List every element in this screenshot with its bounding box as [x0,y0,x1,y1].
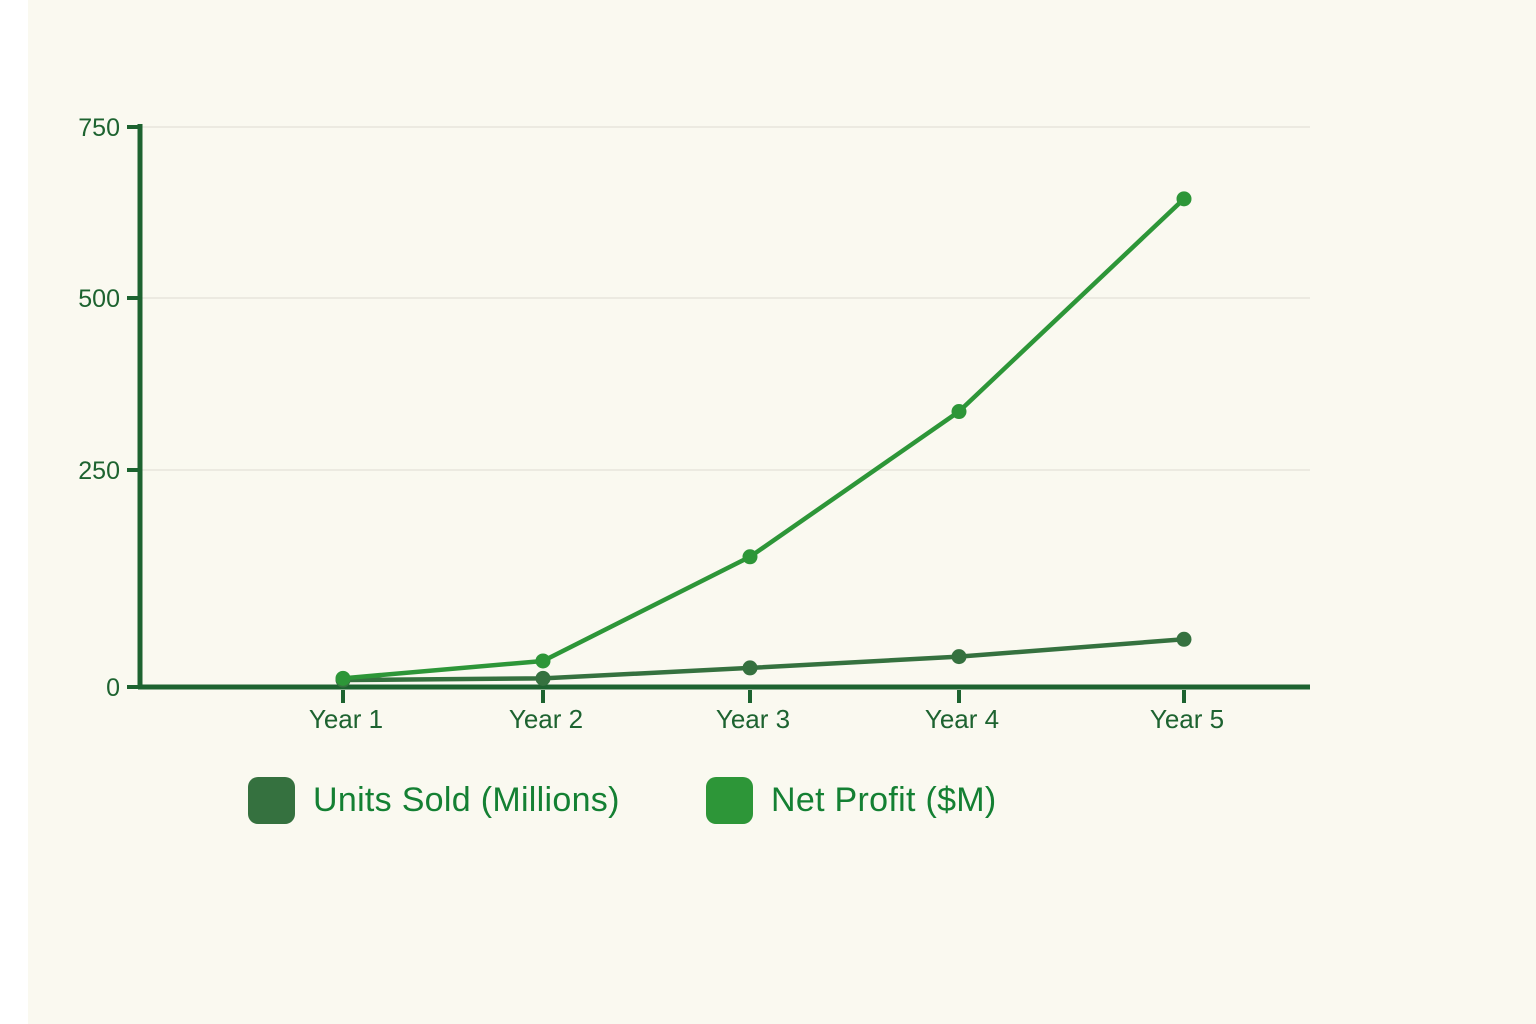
series-line-1 [340,196,1187,681]
legend-item-net-profit: Net Profit ($M) [706,777,997,824]
y-axis-label-500: 500 [78,285,120,313]
data-point-series1-2 [535,653,551,669]
y-axis-label-250: 250 [78,457,120,485]
x-axis-label-1: Year 1 [309,704,383,734]
data-point-series1-4 [951,404,967,420]
legend-swatch-net-profit [706,777,753,824]
data-point-series1-3 [742,549,758,565]
data-point-series0-3 [742,660,758,676]
x-axis-label-3: Year 3 [716,704,790,734]
x-axis-label-2: Year 2 [509,704,583,734]
data-point-series1-1 [335,670,351,686]
y-axis-label-750: 750 [78,114,120,142]
legend-swatch-units-sold [248,777,295,824]
page-left-margin [0,0,28,1024]
data-point-series0-2 [535,670,551,686]
legend-label-net-profit: Net Profit ($M) [771,781,997,819]
legend-item-units-sold: Units Sold (Millions) [248,777,620,824]
data-point-series0-5 [1176,631,1192,647]
x-axis-label-4: Year 4 [925,704,999,734]
x-axis-label-5: Year 5 [1150,704,1224,734]
legend-label-units-sold: Units Sold (Millions) [313,781,620,819]
data-point-series0-4 [951,649,967,665]
y-axis-label-0: 0 [106,674,120,702]
data-point-series1-5 [1176,191,1192,207]
series-line-0 [340,637,1187,683]
